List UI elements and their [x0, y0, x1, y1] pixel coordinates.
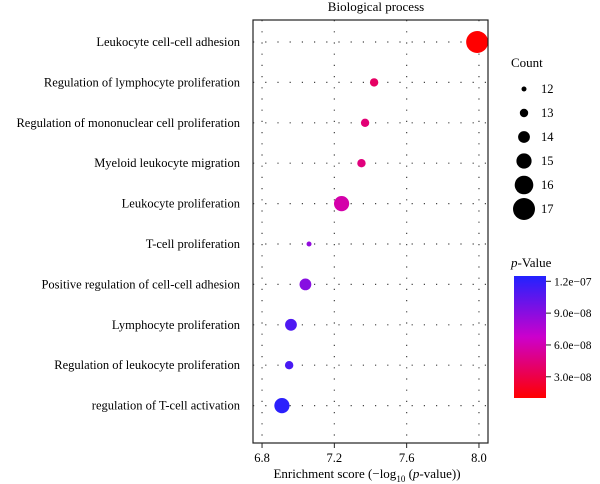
- x-tick-label: 7.2: [327, 451, 343, 465]
- data-point: [333, 196, 350, 212]
- data-point: [466, 31, 489, 53]
- x-axis-title-subscript: 10: [396, 474, 406, 484]
- count-legend-label: 14: [541, 130, 554, 144]
- count-legend-dot: [518, 131, 530, 143]
- pvalue-colorbar: [514, 276, 546, 398]
- y-tick-label: regulation of T-cell activation: [92, 399, 241, 413]
- x-tick-label: 7.6: [399, 451, 415, 465]
- data-point: [299, 278, 312, 291]
- grid: [253, 20, 488, 443]
- x-axis: 6.8 7.2 7.6 8.0: [254, 443, 487, 465]
- count-legend: Count 12 13 14 15 16 17: [511, 55, 554, 220]
- count-legend-dot: [519, 108, 529, 118]
- data-point: [357, 159, 366, 168]
- y-tick-label: Myeloid leukocyte migration: [94, 156, 241, 170]
- pvalue-legend-title: p-Value: [510, 255, 552, 270]
- count-legend-dot: [516, 153, 532, 169]
- plot-panel: [252, 19, 489, 444]
- x-tick-label: 8.0: [471, 451, 487, 465]
- y-tick-label: Leukocyte cell-cell adhesion: [96, 35, 240, 49]
- count-legend-label: 16: [541, 178, 554, 192]
- count-legend-dot: [513, 198, 535, 220]
- pvalue-legend-label: 3.0e−08: [554, 372, 592, 384]
- x-axis-title-main: Enrichment score (−log: [273, 466, 396, 481]
- pvalue-legend-label: 9.0e−08: [554, 308, 592, 320]
- y-axis-labels: Leukocyte cell-cell adhesion Regulation o…: [16, 35, 240, 413]
- y-tick-label: Regulation of lymphocyte proliferation: [44, 75, 241, 89]
- x-axis-title-paren: (: [405, 466, 413, 481]
- count-legend-dot: [521, 86, 527, 92]
- x-tick-label: 6.8: [254, 451, 270, 465]
- y-tick-label: T-cell proliferation: [146, 237, 241, 251]
- data-point: [360, 118, 370, 128]
- y-tick-label: Regulation of mononuclear cell prolifera…: [16, 116, 240, 130]
- count-legend-label: 12: [541, 82, 554, 96]
- data-point: [274, 398, 290, 414]
- count-legend-dot: [514, 175, 534, 195]
- chart-title: Biological process: [328, 0, 424, 14]
- count-legend-label: 17: [541, 202, 554, 216]
- count-legend-label: 15: [541, 154, 554, 168]
- data-points: [274, 31, 489, 414]
- count-legend-label: 13: [541, 106, 554, 120]
- data-point: [285, 318, 297, 331]
- x-axis-title-italic: p: [412, 466, 420, 481]
- y-tick-label: Leukocyte proliferation: [122, 197, 241, 211]
- y-tick-label: Lymphocyte proliferation: [112, 318, 241, 332]
- data-point: [284, 361, 294, 370]
- data-point: [306, 241, 312, 247]
- data-point: [369, 78, 379, 87]
- x-axis-title: Enrichment score (−log10 (p-value)): [273, 466, 460, 484]
- pvalue-legend-label: 6.0e−08: [554, 340, 592, 352]
- count-legend-title: Count: [511, 55, 543, 70]
- x-axis-title-tail: -value)): [419, 466, 460, 481]
- pvalue-legend: p-Value 1.2e−07 9.0e−08 6.0e−08 3.0e−08: [510, 255, 592, 398]
- pvalue-legend-title-rest: -Value: [518, 255, 552, 270]
- y-tick-label: Regulation of leukocyte proliferation: [54, 358, 240, 372]
- y-tick-label: Positive regulation of cell-cell adhesio…: [41, 277, 240, 291]
- pvalue-legend-title-italic: p: [510, 255, 518, 270]
- pvalue-legend-label: 1.2e−07: [554, 276, 592, 288]
